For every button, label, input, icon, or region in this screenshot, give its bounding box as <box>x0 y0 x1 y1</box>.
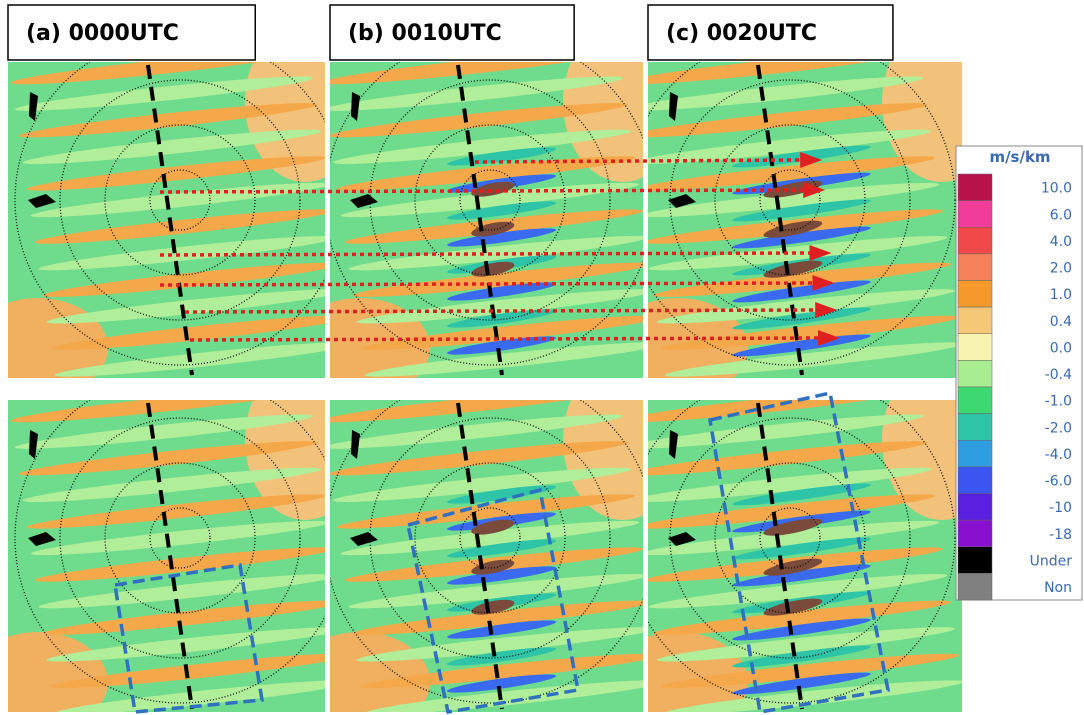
colorbar-label: -2.0 <box>1045 420 1072 436</box>
displacement-arrow <box>160 190 803 192</box>
radar-panel <box>290 22 683 398</box>
colorbar-label: -0.4 <box>1045 367 1072 383</box>
colorbar-label: 4.0 <box>1050 234 1072 250</box>
radar-panel <box>0 22 365 398</box>
colorbar-swatch <box>958 387 992 414</box>
colorbar-label: 0.4 <box>1050 314 1072 330</box>
colorbar-label: 1.0 <box>1050 287 1072 303</box>
colorbar-swatch <box>958 281 992 308</box>
colorbar-swatch <box>958 227 992 254</box>
colorbar-label: -1.0 <box>1045 394 1072 410</box>
colorbar-label: -4.0 <box>1045 447 1072 463</box>
colorbar-label: Non <box>1044 580 1072 596</box>
colorbar-swatch <box>958 414 992 441</box>
figure: (a) 0000UTC (b) 0010UTC (c) 0020UTC m/s/km… <box>0 0 1084 715</box>
colorbar-swatch <box>958 494 992 521</box>
colorbar-swatch <box>958 467 992 494</box>
colorbar-label: -10 <box>1049 500 1072 516</box>
colorbar-label: 6.0 <box>1050 207 1072 223</box>
colorbar-label: -18 <box>1049 527 1072 543</box>
colorbar-swatch <box>958 573 992 600</box>
radar-panel <box>0 360 365 715</box>
colorbar-label: Under <box>1030 553 1073 569</box>
colorbar-label: 2.0 <box>1050 261 1072 277</box>
radar-panel <box>290 360 683 715</box>
colorbar-swatch <box>958 520 992 547</box>
colorbar-swatch <box>958 334 992 361</box>
colorbar-swatch <box>958 174 992 201</box>
radar-panel <box>608 360 1002 715</box>
panel-label: (c) 0020UTC <box>666 21 817 46</box>
colorbar-swatch <box>958 307 992 334</box>
colorbar-label: -6.0 <box>1045 474 1072 490</box>
colorbar-title: m/s/km <box>989 148 1050 166</box>
colorbar-swatch <box>958 440 992 467</box>
radar-panel <box>608 22 1002 398</box>
colorbar-swatch <box>958 360 992 387</box>
colorbar-swatch <box>958 547 992 574</box>
panel-label: (b) 0010UTC <box>348 21 502 46</box>
colorbar-label: 0.0 <box>1050 340 1072 356</box>
colorbar-swatch <box>958 201 992 228</box>
colorbar-label: 10.0 <box>1041 181 1072 197</box>
colorbar-swatch <box>958 254 992 281</box>
panel-label: (a) 0000UTC <box>26 21 179 46</box>
